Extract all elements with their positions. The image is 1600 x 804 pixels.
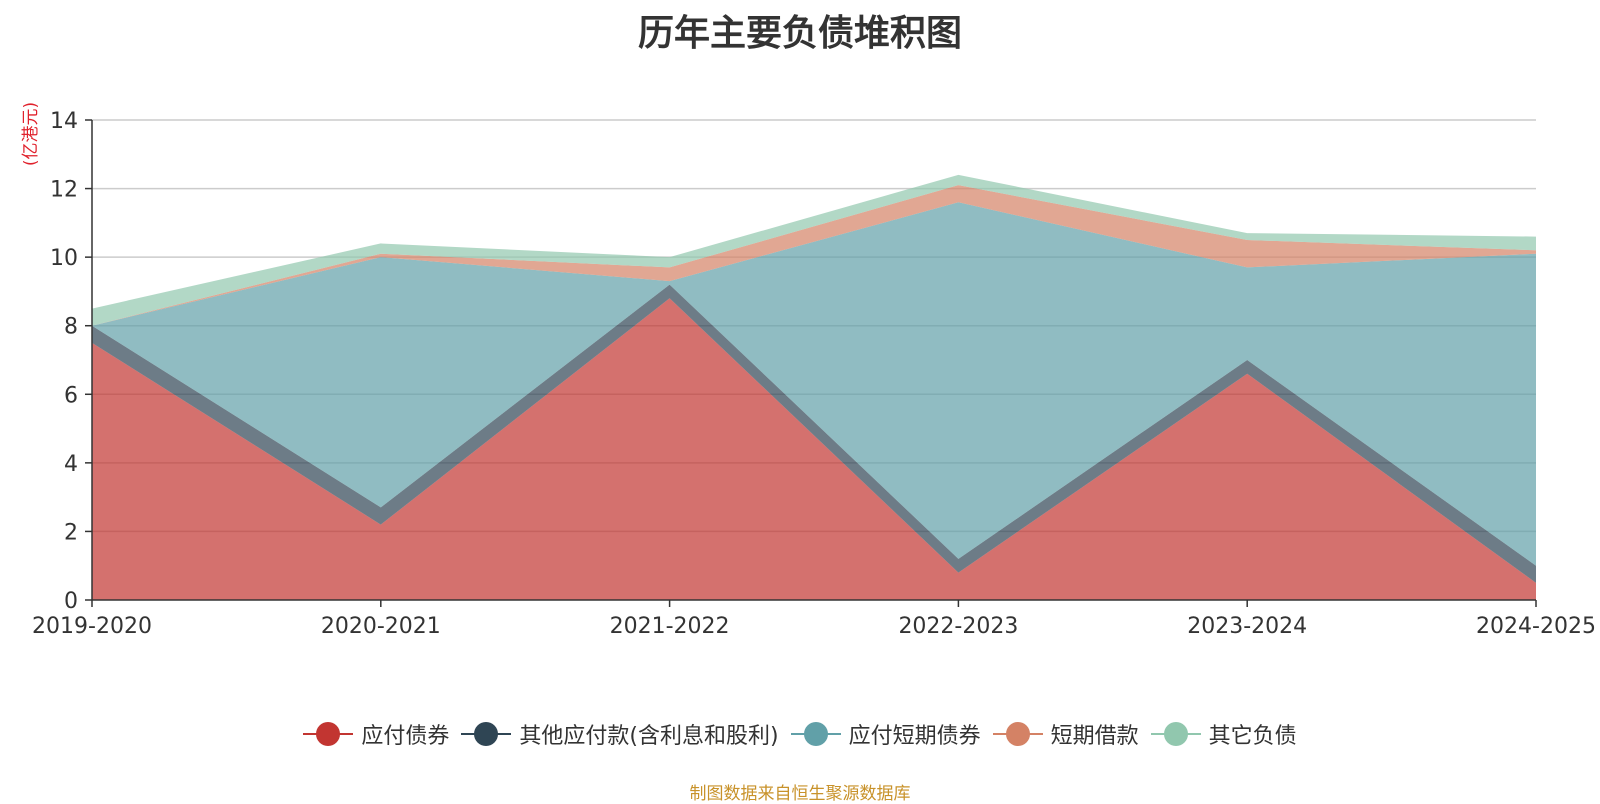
area-layer	[92, 174, 1536, 600]
series-area-1	[92, 284, 1536, 583]
source-note: 制图数据来自恒生聚源数据库	[689, 784, 911, 804]
y-tick-label-5: 10	[50, 246, 78, 271]
y-tick-label-0: 0	[64, 589, 78, 614]
legend-label: 其他应付款(含利息和股利)	[519, 724, 779, 749]
legend-marker-icon	[1150, 721, 1201, 747]
legend-marker-icon	[303, 721, 354, 747]
y-tick-label-1: 2	[64, 520, 78, 545]
y-tick-label-4: 8	[64, 315, 78, 340]
legend-item-2[interactable]: 应付短期债券	[790, 718, 981, 750]
x-tick-label-1: 2020-2021	[321, 614, 441, 639]
legend-marker-icon	[992, 721, 1043, 747]
legend-item-3[interactable]: 短期借款	[992, 718, 1139, 750]
y-axis-label: (亿港元)	[21, 102, 41, 166]
legend: 应付债券 其他应付款(含利息和股利) 应付短期债券 短期借款 其它负债	[0, 718, 1600, 753]
x-tick-label-2: 2021-2022	[610, 614, 730, 639]
chart-title: 历年主要负债堆积图	[637, 13, 962, 54]
axis-layer: 0 2 4 6 8 10 12 14 2019-2020 2020-2021 2021-2022 20…	[32, 109, 1596, 639]
series-area-4	[92, 174, 1536, 326]
legend-item-1[interactable]: 其他应付款(含利息和股利)	[461, 718, 779, 750]
x-tick-label-5: 2024-2025	[1476, 614, 1596, 639]
y-tick-label-6: 12	[50, 178, 78, 203]
legend-label: 短期借款	[1050, 724, 1139, 749]
series-area-3	[92, 185, 1536, 326]
legend-item-4[interactable]: 其它负债	[1150, 718, 1297, 750]
series-area-2	[92, 202, 1536, 566]
legend-marker-icon	[790, 721, 841, 747]
legend-label: 应付债券	[361, 724, 450, 749]
x-tick-label-4: 2023-2024	[1187, 614, 1307, 639]
y-tick-label-3: 6	[64, 383, 78, 408]
legend-label: 应付短期债券	[848, 724, 981, 749]
y-tick-label-2: 4	[64, 452, 78, 477]
series-area-0	[92, 298, 1536, 600]
legend-item-0[interactable]: 应付债券	[303, 718, 449, 750]
legend-marker-icon	[461, 721, 512, 747]
x-tick-label-3: 2022-2023	[898, 614, 1018, 639]
x-tick-label-0: 2019-2020	[32, 614, 152, 639]
legend-label: 其它负债	[1208, 724, 1297, 749]
y-tick-label-7: 14	[50, 109, 78, 134]
